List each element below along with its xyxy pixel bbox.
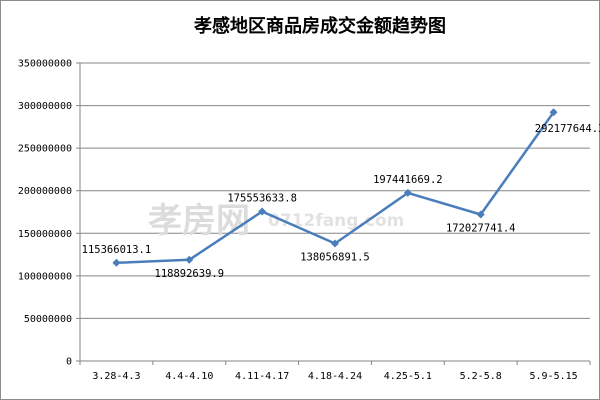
y-tick-label-0: 0 xyxy=(66,357,72,368)
axes xyxy=(79,63,590,362)
y-tick-label-4: 200000000 xyxy=(18,186,72,197)
data-label-4: 197441669.2 xyxy=(373,174,443,186)
watermark: 孝房网 0712fang.com xyxy=(148,201,404,241)
y-tick-label-5: 250000000 xyxy=(18,144,72,155)
watermark-url: 0712fang.com xyxy=(268,211,404,231)
y-tick-labels: 0 50000000 100000000 150000000 200000000 2500… xyxy=(18,59,72,368)
data-point-0 xyxy=(112,258,121,267)
x-tick-labels: 3.28-4.3 4.4-4.10 4.11-4.17 4.18-4.24 4.25-5… xyxy=(92,371,577,382)
x-tick-label-6: 5.9-5.15 xyxy=(529,371,577,382)
grid-lines xyxy=(76,62,591,365)
x-tick-label-2: 4.11-4.17 xyxy=(235,371,289,382)
watermark-logo-text: 孝房网 xyxy=(148,201,250,241)
data-label-2: 175553633.8 xyxy=(227,193,297,205)
y-tick-label-7: 350000000 xyxy=(18,59,72,70)
chart-title: 孝感地区商品房成交金额趋势图 xyxy=(193,15,446,37)
data-point-6 xyxy=(549,108,558,117)
data-point-3 xyxy=(331,239,339,248)
data-label-0: 115366013.1 xyxy=(82,244,152,256)
series-layer xyxy=(112,108,558,267)
y-tick-label-1: 50000000 xyxy=(24,314,72,325)
data-label-3: 138056891.5 xyxy=(300,251,370,263)
data-point-4 xyxy=(403,188,412,197)
data-label-6: 292177644.3 xyxy=(535,123,600,135)
data-label-1: 118892639.9 xyxy=(155,268,225,280)
x-tick-label-5: 5.2-5.8 xyxy=(460,371,502,382)
x-tick-label-1: 4.4-4.10 xyxy=(165,371,213,382)
data-label-5: 172027741.4 xyxy=(446,223,516,235)
data-point-5 xyxy=(476,210,485,219)
x-tick-label-3: 4.18-4.24 xyxy=(308,371,362,382)
data-point-1 xyxy=(185,255,194,264)
y-tick-label-3: 150000000 xyxy=(18,229,72,240)
y-tick-label-6: 300000000 xyxy=(18,101,72,112)
data-point-2 xyxy=(258,207,267,216)
x-tick-label-4: 4.25-5.1 xyxy=(384,371,432,382)
x-tick-label-0: 3.28-4.3 xyxy=(92,371,140,382)
y-tick-label-2: 100000000 xyxy=(18,271,72,282)
